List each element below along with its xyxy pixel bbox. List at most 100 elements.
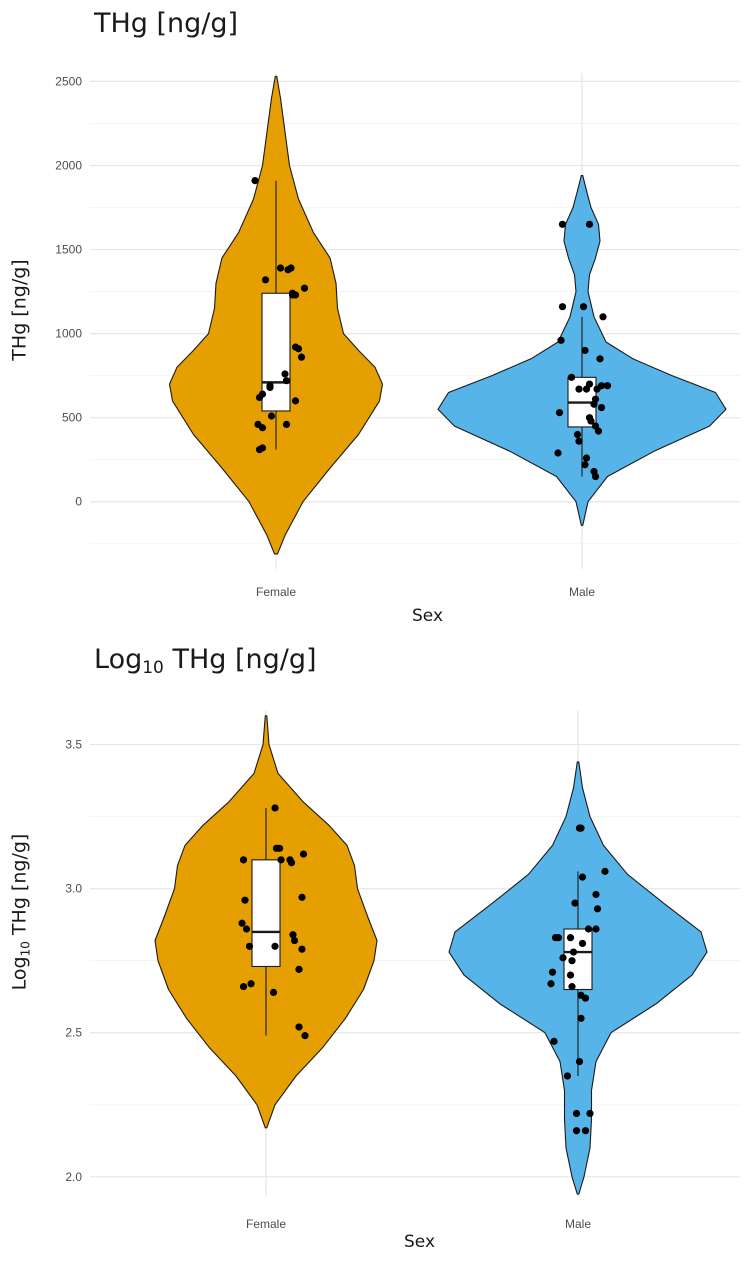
y-tick-label: 1500 [55,243,82,257]
data-point [563,1072,572,1080]
data-point [581,1127,590,1135]
data-point [238,919,246,927]
chart-plot-bottom: 2.0 2.5 3.0 3.5 Female Male [65,710,740,1231]
x-tick-label: Male [565,1217,591,1231]
data-point [276,264,285,272]
data-point [277,856,285,864]
data-point [585,220,594,228]
data-point [554,934,563,942]
data-point [271,942,279,950]
data-point [548,968,557,976]
data-point [557,336,565,344]
data-point [241,896,249,904]
box-iqr [251,859,281,968]
data-point [288,291,297,299]
data-point [297,353,306,361]
data-point [568,957,576,965]
data-point [597,403,606,412]
chart-plot-top: 0 500 1000 1500 2000 2500 Female Male [55,73,740,599]
data-point [554,449,562,457]
data-point [572,1127,581,1135]
x-tick-label: Female [246,1217,286,1231]
data-point [287,264,295,272]
data-point [586,1109,594,1118]
data-point [295,965,303,973]
data-point [261,276,270,284]
x-tick-label: Female [256,585,296,599]
x-tick-label: Male [569,585,595,599]
data-point [301,1032,309,1040]
data-point [592,925,600,933]
data-point [258,424,267,432]
data-point [282,420,291,429]
y-tick-label: 3.0 [65,882,82,896]
data-point [550,1037,558,1045]
data-point [281,370,289,378]
data-point [592,890,600,899]
data-point [594,427,603,435]
data-point [575,1057,584,1066]
data-point [575,437,583,445]
x-axis-label: Sex [412,606,444,626]
data-point [298,893,306,901]
data-point [582,454,591,462]
data-point [269,988,278,997]
data-point [294,345,303,353]
data-point [239,856,248,864]
data-point [282,377,291,385]
data-point [555,409,564,417]
data-point [593,385,601,393]
data-point [581,346,589,355]
chart-title: THg [ng/g] [94,8,239,39]
data-point [298,945,306,953]
data-point [239,983,248,991]
data-point [255,446,264,454]
data-point [581,461,589,469]
data-point [242,925,251,933]
data-point [573,430,582,439]
data-point [599,313,607,321]
data-point [566,934,575,942]
data-point [591,472,600,481]
data-point [267,412,276,420]
data-point [593,905,602,913]
data-point [581,994,590,1002]
data-point [578,873,587,881]
data-point [558,303,567,311]
data-point [591,395,600,403]
data-point [601,867,609,875]
y-tick-label: 500 [62,411,82,425]
data-point [547,980,555,988]
data-point [251,177,259,185]
data-point [289,931,297,939]
data-point [585,380,594,388]
chart-panel-top: THg [ng/g] THg [ng/g] 0 500 1000 1500 2000 25… [9,8,740,626]
data-point [567,373,576,381]
data-point [596,355,604,363]
data-point [286,856,294,864]
y-tick-label: 3.5 [65,738,82,752]
data-point [603,382,612,390]
data-point [291,397,300,405]
y-tick-label: 0 [75,495,82,509]
data-point [566,971,575,979]
data-point [558,220,567,228]
y-tick-label: 1000 [55,327,82,341]
x-axis-label: Sex [404,1232,436,1252]
data-point [577,1014,585,1022]
data-point [266,382,274,390]
box-iqr [261,292,291,412]
data-point [571,899,579,907]
data-point [579,303,588,311]
data-point [295,1023,303,1031]
data-point [300,284,309,292]
data-point [245,942,254,950]
chart-title: Log10 THg [ng/g] [94,644,317,678]
data-point [577,824,585,832]
data-point [569,948,578,956]
data-point [290,936,299,945]
data-point [585,414,594,422]
data-point [575,385,583,393]
y-tick-label: 2.5 [65,1026,82,1040]
data-point [299,850,308,858]
